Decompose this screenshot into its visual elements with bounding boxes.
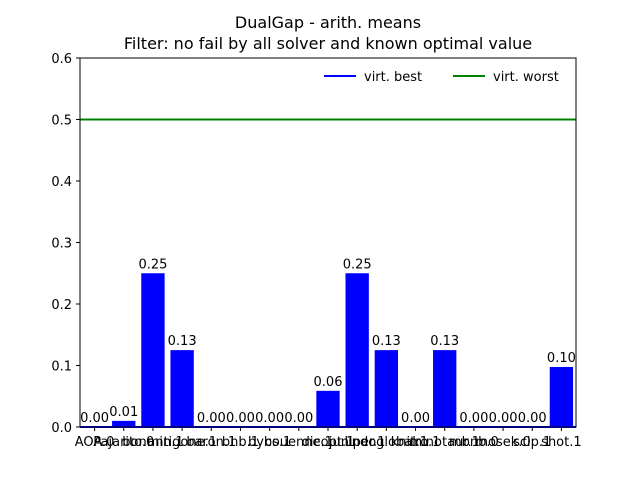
x-tick-label: scip.1 (513, 435, 551, 450)
value-label: 0.00 (80, 411, 109, 426)
value-label: 0.06 (314, 375, 343, 390)
y-tick-label: 0.3 (51, 237, 72, 252)
bar (374, 350, 399, 427)
legend: virt. best virt. worst (324, 70, 559, 85)
plot-area: 0.00 0.010.250.130.00 0.00 0.00 0.000.060.25… (51, 52, 581, 450)
value-label: 0.00 (459, 411, 488, 426)
bar (112, 420, 136, 427)
legend-label-virt-best: virt. best (364, 70, 422, 85)
bar (316, 390, 340, 427)
value-label: 0.25 (343, 257, 372, 272)
value-label: 0.00 (284, 411, 313, 426)
y-tick-label: 0.2 (51, 298, 72, 313)
bar (170, 350, 194, 427)
y-tick-label: 0.1 (51, 360, 72, 375)
x-tick-label: knitro.1 (391, 435, 441, 450)
x-tick-label: lindoglobal.1 (344, 435, 428, 450)
value-label: 0.00 (255, 411, 284, 426)
x-tick-label: baron.1 (186, 435, 236, 450)
value-label: 0.10 (547, 351, 576, 366)
value-label: 0.00 (226, 411, 255, 426)
value-label: 0.00 (401, 411, 430, 426)
x-tick-label: antigone.1 (147, 435, 217, 450)
legend-label-virt-worst: virt. worst (493, 70, 559, 85)
value-label: 0.00 (489, 411, 518, 426)
value-label: 0.01 (109, 405, 138, 420)
x-tick-label: shot.1 (541, 435, 581, 450)
x-tick-label: couenne.1 (265, 435, 333, 450)
value-label: 0.25 (138, 257, 167, 272)
x-tick-label: bybs.1 (248, 435, 291, 450)
x-tick-label: mosek.0 (475, 435, 530, 450)
x-tick-label: minotaur.1 (410, 435, 480, 450)
chart-title: DualGap - arith. means (235, 13, 421, 32)
value-label: 0.13 (430, 334, 459, 349)
bar (433, 350, 457, 427)
x-tick-label: bnb.1 (222, 435, 259, 450)
x-tick-label: bonmin.1 (122, 435, 183, 450)
y-tick-label: 0.4 (51, 175, 72, 190)
y-tick-label: 0.0 (51, 421, 72, 436)
y-tick-label: 0.6 (51, 52, 72, 67)
bar (345, 273, 369, 427)
y-tick-label: 0.5 (51, 114, 72, 129)
x-tick-label: AOA.0 (75, 435, 115, 450)
value-label: 0.00 (518, 411, 547, 426)
value-label: 0.00 (197, 411, 226, 426)
x-tick-label: juniper.1 (328, 435, 386, 450)
x-tick-label: dicopt.1 (302, 435, 355, 450)
value-label: 0.13 (168, 334, 197, 349)
chart-subtitle: Filter: no fail by all solver and known … (124, 34, 532, 53)
x-tick-label: mbnb.0 (449, 435, 499, 450)
bar (549, 366, 574, 427)
value-label: 0.13 (372, 334, 401, 349)
bar (141, 273, 165, 427)
x-tick-label: Pajarito.0 (93, 435, 154, 450)
